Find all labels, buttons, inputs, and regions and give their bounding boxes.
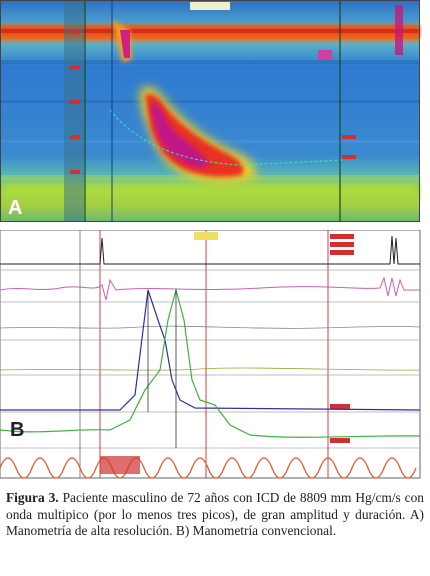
trace-3 <box>0 325 421 329</box>
peak-markers <box>147 290 177 448</box>
sensor-strip <box>64 0 84 222</box>
swallow-core <box>120 30 130 58</box>
panel-b: B <box>0 230 421 479</box>
wave-mid <box>145 94 244 177</box>
trace-2 <box>0 276 420 301</box>
panel-label: B <box>10 419 24 441</box>
wave-core <box>150 103 210 168</box>
panel-label: A <box>8 197 22 219</box>
time-box <box>190 2 230 10</box>
labels-boxes <box>330 234 354 443</box>
caption-text: Paciente masculino de 72 años con ICD de… <box>6 490 424 538</box>
right-artifact <box>395 5 403 55</box>
separators <box>0 269 420 449</box>
trace-1 <box>0 235 420 265</box>
trace-4 <box>0 367 421 371</box>
event-fill <box>100 456 140 474</box>
trace-5 <box>0 289 421 411</box>
sensor-markers <box>70 30 356 174</box>
trace-7 <box>0 457 417 479</box>
les-band <box>0 182 420 198</box>
panel-a: A <box>0 0 420 222</box>
ues-core <box>0 29 420 33</box>
frame <box>0 0 420 222</box>
frame <box>0 230 421 479</box>
trace-6 <box>0 287 421 438</box>
caption: Figura 3. Paciente masculino de 72 años … <box>6 490 424 540</box>
isobar <box>109 109 346 166</box>
time-box <box>194 232 218 240</box>
caption-label: Figura 3. <box>6 490 59 505</box>
